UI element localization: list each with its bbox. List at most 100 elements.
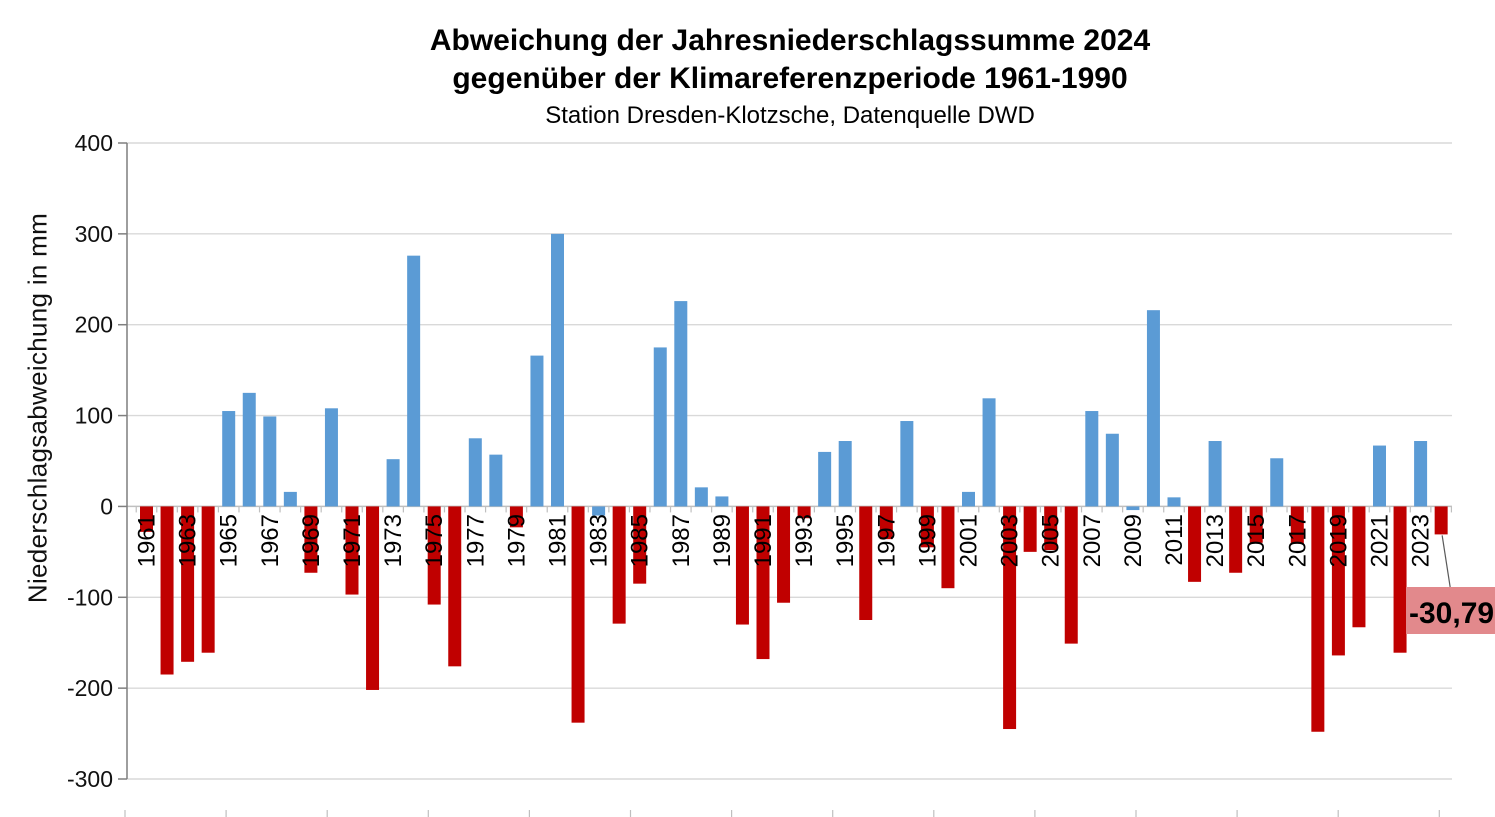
bar-2015 [1249,506,1263,543]
bar-1974 [407,255,421,507]
x-tick-label: 1977 [462,514,489,567]
x-tick-label: 1969 [298,514,325,567]
bar-2002 [982,398,996,507]
bar-1979 [509,506,523,528]
bar-1977 [468,438,482,507]
x-tick-label: 1973 [380,514,407,567]
x-tick-label: 1991 [750,514,777,567]
callout-box [1406,587,1495,634]
bar-2010 [1146,310,1160,507]
x-tick-label: 1999 [914,514,941,567]
bar-2021 [1373,445,1386,507]
bar-1964 [201,506,215,653]
bar-2014 [1229,506,1243,573]
x-tick-label: 1997 [873,514,900,567]
bar-2017 [1290,506,1304,544]
chart-title-block: Abweichung der Jahresniederschlagssumme … [127,22,1453,132]
bar-1962 [160,506,174,675]
bar-1997 [879,506,893,540]
y-tick-label: 200 [75,312,113,338]
bar-1973 [386,459,400,507]
x-tick-label: 2021 [1367,514,1394,567]
bar-1984 [612,506,626,624]
y-tick-label: 0 [100,493,113,519]
x-tick-label: 1967 [257,514,284,567]
x-tick-label: 1961 [134,514,161,567]
bar-2020 [1352,506,1366,628]
y-tick-label: 100 [75,403,113,429]
bar-1990 [735,506,749,625]
chart-title-line1: Abweichung der Jahresniederschlagssumme … [429,24,1151,57]
x-tick-label: 1975 [421,514,448,567]
bar-2011 [1167,497,1181,507]
x-tick-label: 1985 [627,514,654,567]
bar-1981 [551,233,564,507]
x-tick-label: 2017 [1284,514,1311,567]
x-tick-label: 2001 [956,514,983,567]
y-tick-label: 400 [75,130,113,156]
bar-1969 [304,506,318,573]
bar-1999 [920,506,934,548]
bar-1995 [838,441,852,507]
bar-2007 [1085,411,1099,507]
x-tick-label: 1995 [832,514,859,567]
bar-1968 [283,491,297,507]
bar-1975 [427,506,441,605]
x-tick-label: 1979 [503,514,530,567]
y-tick-label: -200 [67,675,113,701]
bar-1994 [818,451,832,507]
bar-1976 [448,506,462,667]
bar-1985 [633,506,647,584]
bar-2008 [1105,433,1119,507]
bar-2009 [1126,506,1140,511]
bar-1987 [674,301,688,507]
x-tick-label: 2003 [997,514,1024,567]
x-tick-label: 2009 [1120,514,1147,567]
x-tick-label: 1993 [791,514,818,567]
bar-2018 [1311,506,1325,732]
bar-2024 [1434,506,1448,535]
bar-1992 [777,506,791,603]
x-tick-label: 2023 [1408,514,1435,567]
bar-2013 [1208,441,1222,507]
callout-value-label: -30,79 [1409,597,1494,630]
x-tick-label: 2007 [1079,514,1106,567]
bar-1998 [900,421,914,507]
bar-1963 [181,506,195,662]
bar-1961 [140,506,153,532]
chart-subtitle: Station Dresden-Klotzsche, Datenquelle D… [545,102,1035,129]
bar-1980 [530,355,544,507]
bar-1972 [366,506,380,690]
x-tick-label: 1965 [216,514,243,567]
bar-1989 [715,496,729,507]
x-tick-label: 2013 [1202,514,1229,567]
x-tick-label: 1989 [709,514,736,567]
x-tick-label: 2019 [1325,514,1352,567]
bar-1988 [694,487,708,507]
y-tick-label: 300 [75,221,113,247]
bar-1967 [263,416,277,507]
bar-1970 [324,408,338,507]
bar-1971 [345,506,359,595]
bar-1978 [489,454,503,507]
chart-title-line2: gegenüber der Klimareferenzperiode 1961-… [452,62,1128,95]
y-tick-label: -100 [67,584,113,610]
bar-2023 [1414,441,1428,507]
x-tick-label: 2011 [1161,514,1188,566]
bar-2019 [1331,506,1345,656]
callout-leader-line [1441,535,1451,588]
bar-2012 [1188,506,1202,582]
x-tick-label: 1983 [586,514,613,567]
x-tick-label: 1981 [545,514,572,567]
bar-1993 [797,506,811,519]
bar-2003 [1003,506,1017,730]
bar-1983 [592,506,606,516]
bar-1986 [653,347,667,507]
bar-1982 [571,506,585,723]
bar-2006 [1064,506,1078,644]
x-tick-label: 2005 [1038,514,1065,567]
bar-1996 [859,506,873,620]
x-tick-label: 1971 [339,514,366,567]
